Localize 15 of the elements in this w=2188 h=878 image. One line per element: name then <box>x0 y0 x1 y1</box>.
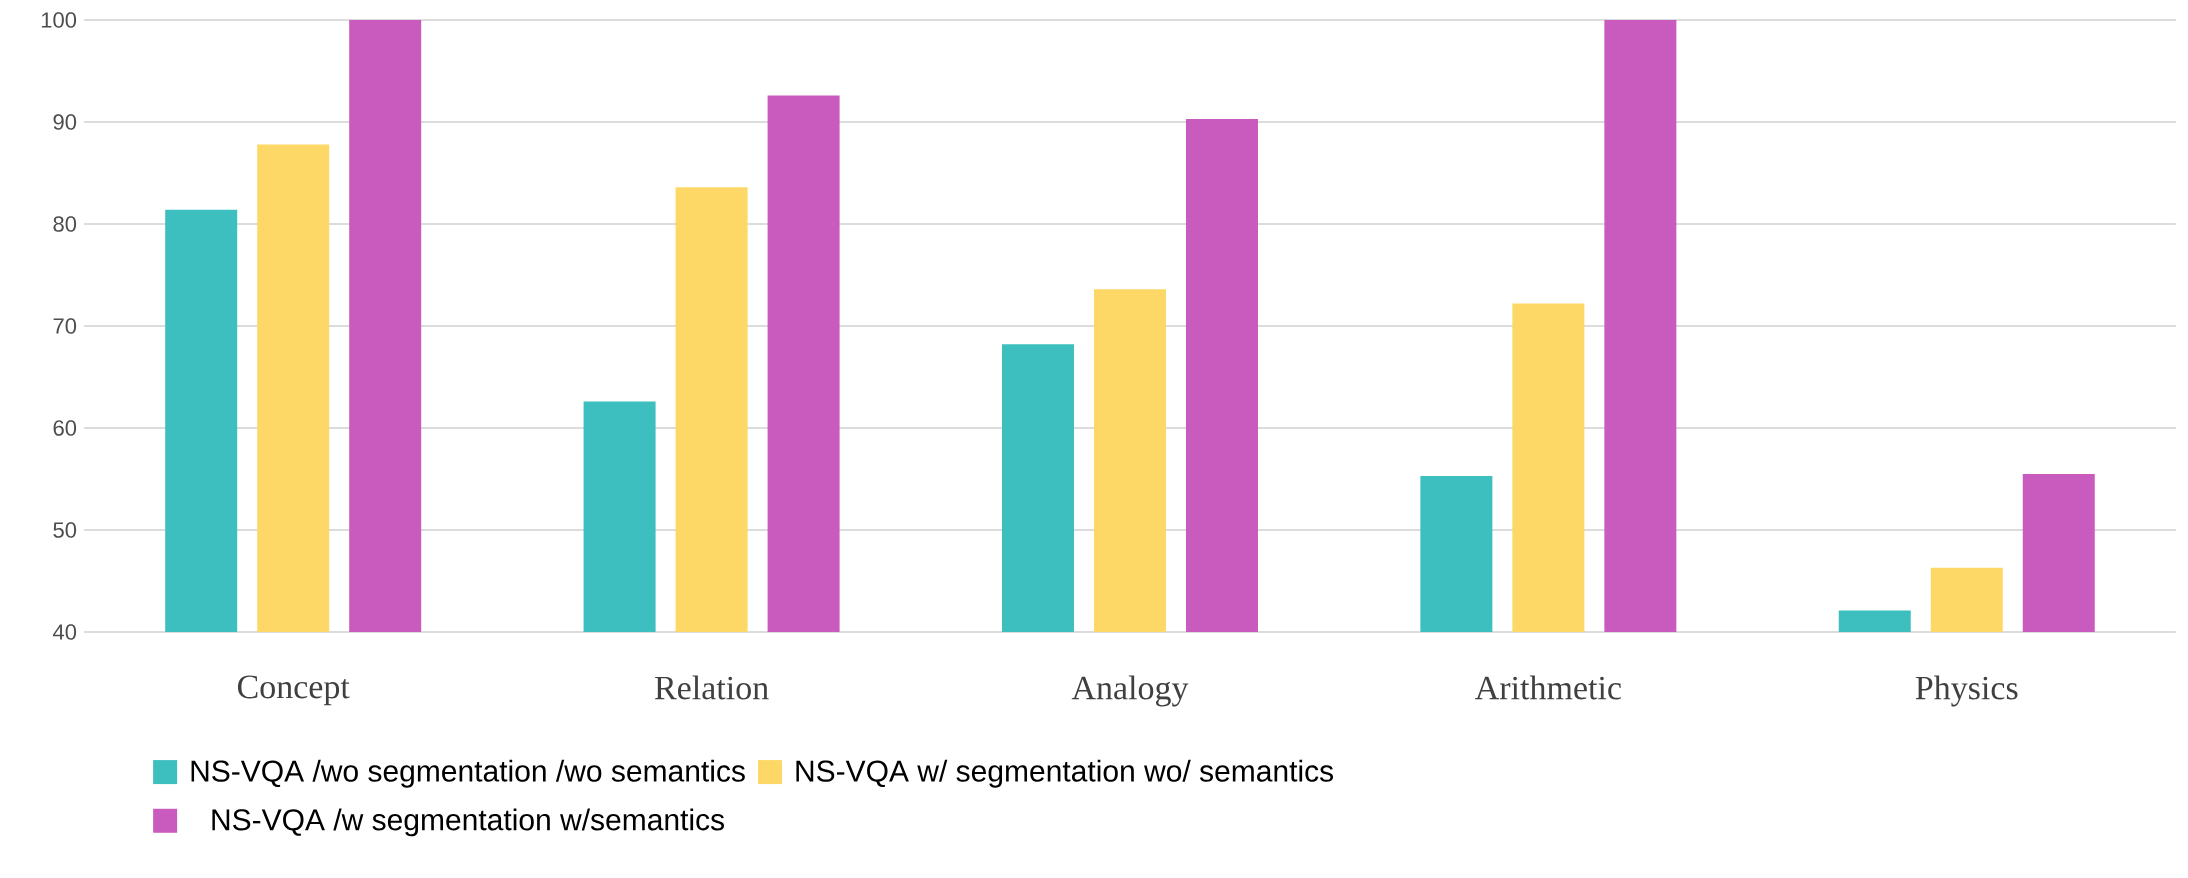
legend-label: NS-VQA /wo segmentation /wo semantics <box>191 759 745 788</box>
y-tick-label: 70 <box>53 318 77 334</box>
y-tick-label: 100 <box>41 12 77 28</box>
y-tick-label: 60 <box>53 420 77 436</box>
x-tick-label: Concept <box>237 675 350 706</box>
y-tick-label: 50 <box>53 522 77 538</box>
legend-label: NS-VQA /w segmentation w/semantics <box>212 808 724 837</box>
x-tick-label: Arithmetic <box>1475 675 1621 700</box>
y-tick-label: 40 <box>52 624 77 640</box>
legend-label: NS-VQA w/ segmentation wo/ semantics <box>796 759 1334 788</box>
x-tick-label: Relation <box>654 675 769 700</box>
y-tick-label: 80 <box>53 216 77 232</box>
x-tick-label: Physics <box>1915 675 2018 707</box>
y-tick-label: 90 <box>53 114 77 130</box>
x-tick-label: Analogy <box>1071 675 1189 707</box>
